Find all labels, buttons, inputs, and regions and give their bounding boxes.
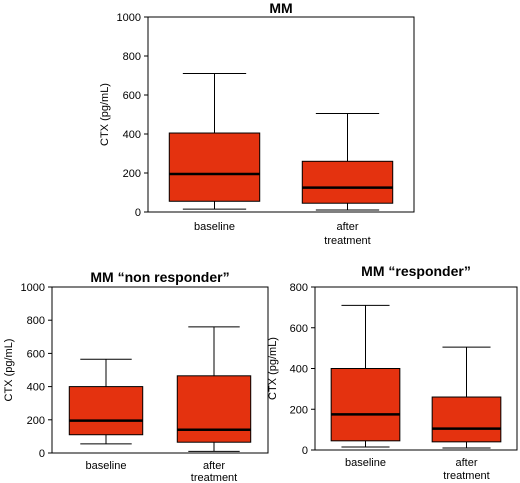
box-baseline-iqr: [330, 368, 401, 442]
chart-2: MM “non responder” 0 200 400 600 800 1000 CTX (…: [3, 269, 269, 483]
y-axis-label: CTX (pg/mL): [99, 83, 111, 146]
y-tick-label: 400: [290, 364, 308, 376]
y-tick-label: 1000: [117, 12, 141, 24]
y-tick-label: 800: [290, 282, 308, 294]
box-baseline-iqr: [68, 386, 144, 436]
y-tick-label: 600: [123, 90, 141, 102]
category-label: treatment: [443, 470, 489, 482]
y-tick-label: 800: [123, 51, 141, 63]
y-tick-label: 0: [302, 445, 308, 457]
chart-3: MM “responder” 0 200 400 600 800 CTX (pg/mL) ba…: [267, 263, 518, 482]
y-tick-label: 200: [27, 415, 45, 427]
chart-1: MM 0 200 400 600 800 1000 CTX (pg/mL) baseline af…: [99, 0, 415, 247]
y-tick-label: 200: [290, 404, 308, 416]
chart-title: MM: [269, 0, 292, 16]
chart-title: MM “responder”: [361, 263, 471, 279]
plot-frame: [51, 286, 269, 454]
y-axis-label: CTX (pg/mL): [3, 339, 15, 402]
category-label: after: [336, 221, 358, 233]
category-label: after: [203, 460, 225, 472]
box-after-treatment-iqr: [176, 375, 252, 443]
box-after-treatment-iqr: [301, 160, 394, 204]
category-label: after: [455, 457, 477, 469]
y-tick-label: 800: [27, 315, 45, 327]
category-label: treatment: [324, 235, 370, 247]
chart-title: MM “non responder”: [90, 269, 229, 285]
y-tick-label: 0: [135, 207, 141, 219]
y-axis-label: CTX (pg/mL): [267, 337, 279, 400]
y-tick-label: 200: [123, 168, 141, 180]
category-label: treatment: [191, 472, 237, 483]
box-baseline-iqr: [168, 132, 261, 202]
plot-frame: [147, 16, 415, 213]
y-tick-label: 1000: [21, 282, 45, 294]
y-tick-label: 0: [39, 448, 45, 460]
box-after-treatment-iqr: [431, 396, 502, 443]
y-tick-label: 600: [290, 323, 308, 335]
category-label: baseline: [194, 221, 235, 233]
y-tick-label: 600: [27, 348, 45, 360]
y-tick-label: 400: [123, 129, 141, 141]
category-label: baseline: [86, 460, 127, 472]
category-label: baseline: [345, 457, 386, 469]
y-tick-label: 400: [27, 382, 45, 394]
